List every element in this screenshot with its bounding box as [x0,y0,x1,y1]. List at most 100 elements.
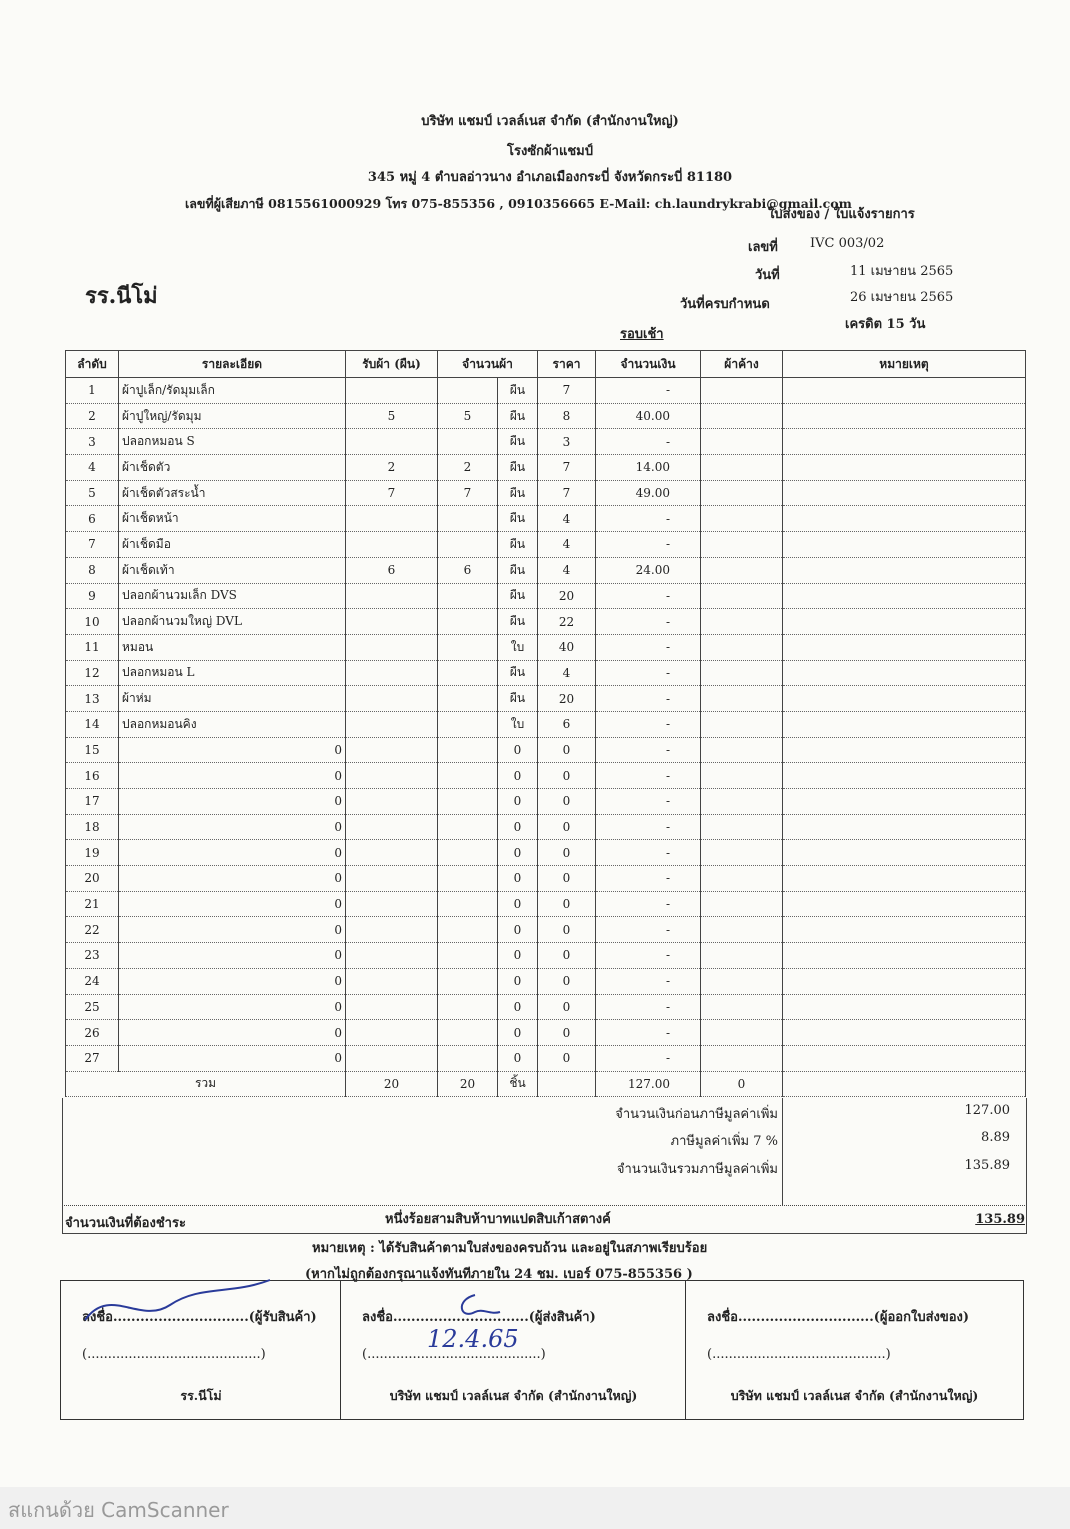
cell: 8 [65,556,119,584]
cell: 11 [65,633,119,661]
item-row: 9 ปลอกผ้านวมเล็ก DVS ผืน 20- [65,582,1026,610]
items-table: ลำดับ รายละเอียด รับผ้า (ผืน) จำนวนผ้า ราคาจ… [65,350,1026,1098]
sign-name: (.......................................… [362,1347,546,1362]
total-row: รวม 20 20 ชิ้น 127.00 0 [65,1070,1026,1098]
cell [437,839,498,867]
cell [782,916,1026,944]
cell: 0 [497,813,538,841]
cell: 0 [118,1019,346,1046]
cell: 0 [497,942,538,969]
pay-words: หนึ่งร้อยสามสิบห้าบาทแปดสิบเก้าสตางค์ [385,1212,611,1227]
cell: 19 [65,839,119,867]
cell: 7 [537,454,596,481]
cell: 0 [537,1019,596,1046]
cell [782,993,1026,1021]
cell: - [595,865,701,892]
cell: 0 [537,993,596,1021]
cell: ผืน [497,556,538,584]
cell: รวม [65,1070,346,1098]
subtotal-label: จำนวนเงินก่อนภาษีมูลค่าเพิ่ม [615,1107,778,1122]
cell: 40.00 [595,402,701,430]
cell [782,556,1026,584]
cell [345,659,438,687]
cell [782,1019,1026,1046]
sign-org: รร.นีโม่ [180,1388,222,1403]
cell: 0 [537,942,596,969]
item-row: 3 ปลอกหมอน S ผืน 3- [65,428,1026,456]
column-header: จำนวนผ้า [437,350,538,378]
cell [782,531,1026,558]
cell: ใบ [497,633,538,661]
cell [700,993,783,1021]
number: IVC 003/02 [810,236,885,251]
date: 11 เมษายน 2565 [850,264,954,279]
cell [700,1019,783,1046]
cell: 24.00 [595,556,701,584]
cell: ปลอกผ้านวมเล็ก DVS [118,582,346,610]
cell [700,865,783,892]
cell [437,428,498,456]
cell [345,967,438,995]
cell [782,1070,1026,1098]
cell: 15 [65,736,119,764]
cell: 20 [537,685,596,712]
cell: ผืน [497,479,538,507]
cell [782,865,1026,892]
cell [437,608,498,635]
cell [437,865,498,892]
item-row: 19 0 0 0- [65,839,1026,867]
cell: ปลอกหมอนคิง [118,710,346,738]
cell: - [595,377,701,404]
cell [700,685,783,712]
cell [782,736,1026,764]
sign-line: ลงชื่อ..............................(ผู้… [82,1310,317,1325]
cell: 127.00 [595,1070,701,1098]
cell: 22 [65,916,119,944]
cell [437,890,498,918]
cell [437,377,498,404]
item-row: 2 ผ้าปูใหญ่/รัดมุม 5 5 ผืน 8 40.00 [65,402,1026,430]
cell: ผืน [497,428,538,456]
cell [345,531,438,558]
cell [345,505,438,533]
cell [437,659,498,687]
cell [700,890,783,918]
cell [437,1019,498,1046]
cell [345,993,438,1021]
column-header: หมายเหตุ [782,350,1026,378]
cell [700,762,783,789]
cell: 40 [537,633,596,661]
address: 345 หมู่ 4 ตำบลอ่าวนาง อำเภอเมืองกระบี่ … [367,170,733,185]
note-line2: (หากไม่ถูกต้องกรุณาแจ้งทันทีภายใน 24 ชม.… [305,1267,693,1282]
item-row: 21 0 0 0- [65,890,1026,918]
cell [437,788,498,815]
cell: 0 [118,762,346,789]
item-row: 18 0 0 0- [65,813,1026,841]
cell [700,428,783,456]
cell [700,608,783,635]
cell: - [595,762,701,789]
cell: - [595,813,701,841]
cell: 0 [537,865,596,892]
cell: - [595,659,701,687]
cell [700,967,783,995]
cell: 6 [345,556,438,584]
cell [700,454,783,481]
cell: 0 [118,942,346,969]
cell: ผ้าเช็ดตัวสระน้ำ [118,479,346,507]
cell: - [595,736,701,764]
cell [782,479,1026,507]
cell [345,633,438,661]
cell: ผืน [497,582,538,610]
cell: - [595,839,701,867]
cell: 24 [65,967,119,995]
signature-box [60,1280,1024,1420]
cell: 12 [65,659,119,687]
vat: 8.89 [981,1130,1010,1145]
cell: ผืน [497,531,538,558]
cell: - [595,1019,701,1046]
cell: 0 [497,839,538,867]
cell [437,1044,498,1072]
column-header: ราคา [537,350,596,378]
